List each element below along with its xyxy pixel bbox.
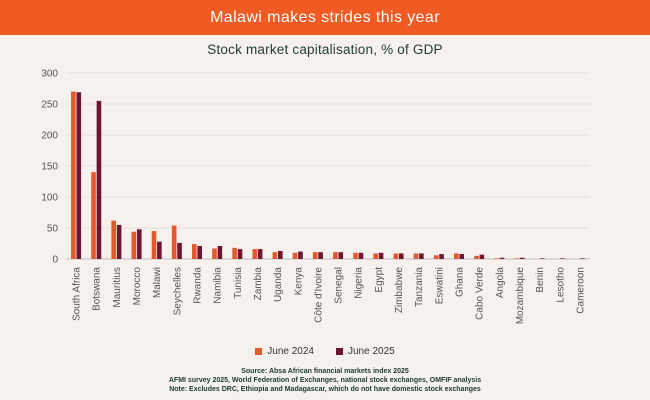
- bar-june-2024-seychelles: [171, 225, 177, 259]
- bar-june-2024-angola: [494, 258, 499, 259]
- bar-june-2024-zambia: [252, 249, 258, 259]
- x-tick-label-seychelles: Seychelles: [172, 267, 183, 315]
- bar-june-2024-tunisia: [232, 247, 237, 259]
- y-tick-label-200: 200: [41, 131, 58, 142]
- x-tick-label-kenya: Kenya: [293, 267, 304, 296]
- bar-june-2025-south-africa: [76, 92, 82, 259]
- bar-june-2025-zimbabwe: [398, 253, 404, 259]
- bar-june-2024-namibia: [212, 248, 217, 259]
- x-tick-label-zambia: Zambia: [253, 267, 264, 301]
- y-tick-label-300: 300: [41, 69, 58, 80]
- bar-june-2024-ghana: [454, 253, 459, 259]
- legend-item-june-2024: June 2024: [255, 346, 314, 357]
- x-tick-label-ghana: Ghana: [455, 267, 466, 297]
- bar-june-2025-malawi: [157, 241, 162, 259]
- bar-june-2024-cabo-verde: [474, 255, 479, 259]
- bar-june-2025-rwanda: [197, 245, 202, 259]
- x-tick-label-mauritius: Mauritius: [112, 267, 123, 308]
- bar-june-2025-morocco: [136, 229, 142, 259]
- bar-june-2024-malawi: [151, 231, 157, 259]
- legend-swatch-june-2025: [336, 348, 343, 355]
- bar-june-2025-botswana: [96, 100, 102, 260]
- y-tick-label-0: 0: [52, 255, 58, 266]
- bar-june-2024-morocco: [131, 231, 137, 259]
- bar-june-2025-cote-d-ivoire: [318, 252, 323, 259]
- chart-notes: Source: Absa African financial markets i…: [0, 367, 650, 394]
- bar-june-2024-mauritius: [111, 220, 116, 259]
- bar-june-2024-mozambique: [514, 258, 520, 259]
- bar-june-2025-angola: [499, 257, 505, 259]
- bar-june-2024-south-africa: [71, 91, 76, 259]
- bar-june-2024-uganda: [272, 252, 278, 259]
- y-tick-label-50: 50: [47, 224, 59, 235]
- bar-june-2025-mozambique: [519, 257, 525, 259]
- bar-june-2025-namibia: [217, 245, 223, 259]
- bar-june-2025-tunisia: [237, 249, 243, 259]
- x-tick-label-namibia: Namibia: [213, 267, 224, 304]
- y-tick-label-150: 150: [41, 162, 58, 173]
- bar-june-2024-nigeria: [353, 252, 358, 259]
- bar-june-2025-seychelles: [177, 242, 182, 259]
- x-tick-label-cote-d-ivoire: Côte d'Ivoire: [313, 267, 324, 323]
- legend-label-june-2024: June 2024: [267, 346, 314, 357]
- bar-june-2024-rwanda: [192, 244, 197, 259]
- bar-june-2025-cabo-verde: [479, 254, 485, 259]
- x-tick-label-zimbabwe: Zimbabwe: [394, 267, 405, 314]
- x-tick-label-rwanda: Rwanda: [193, 267, 204, 304]
- x-tick-label-tunisia: Tunisia: [233, 267, 244, 299]
- x-tick-label-morocco: Morocco: [132, 267, 143, 306]
- x-tick-label-lesotho: Lesotho: [555, 267, 566, 303]
- bar-june-2025-zambia: [257, 249, 263, 259]
- y-tick-label-250: 250: [41, 100, 58, 111]
- bar-june-2025-mauritius: [116, 224, 122, 259]
- bar-june-2025-eswatini: [439, 254, 444, 259]
- bar-june-2025-kenya: [298, 251, 303, 259]
- bar-june-2024-cote-d-ivoire: [312, 252, 318, 259]
- bar-june-2025-egypt: [378, 252, 384, 259]
- bar-june-2025-cameroon: [580, 258, 585, 259]
- note-line: Note: Excludes DRC, Ethiopia and Madagas…: [169, 386, 481, 393]
- bar-june-2025-tanzania: [419, 253, 424, 259]
- x-tick-label-senegal: Senegal: [334, 267, 345, 304]
- x-tick-label-south-africa: South Africa: [72, 267, 83, 321]
- x-tick-label-uganda: Uganda: [273, 267, 284, 302]
- legend-swatch-june-2024: [255, 348, 263, 355]
- x-tick-label-tanzania: Tanzania: [414, 267, 425, 307]
- bar-june-2025-senegal: [338, 252, 344, 259]
- x-tick-label-nigeria: Nigeria: [354, 267, 365, 299]
- x-tick-label-egypt: Egypt: [374, 267, 385, 293]
- x-tick-label-botswana: Botswana: [92, 267, 103, 311]
- bar-june-2024-kenya: [292, 252, 298, 259]
- y-tick-label-100: 100: [41, 193, 58, 204]
- chart-title: Stock market capitalisation, % of GDP: [207, 42, 443, 57]
- x-tick-label-cameroon: Cameroon: [575, 267, 586, 314]
- x-tick-label-benin: Benin: [535, 267, 546, 293]
- bar-june-2024-tanzania: [413, 253, 419, 259]
- bar-june-2024-egypt: [373, 253, 378, 259]
- banner-title: Malawi makes strides this year: [210, 8, 440, 26]
- bar-june-2025-uganda: [278, 250, 283, 259]
- bar-june-2025-ghana: [459, 254, 464, 259]
- chart-banner: Malawi makes strides this year: [0, 0, 650, 35]
- bar-june-2025-benin: [540, 258, 545, 259]
- legend-label-june-2025: June 2025: [348, 346, 395, 357]
- legend-item-june-2025: June 2025: [336, 346, 395, 357]
- chart-legend: June 2024 June 2025: [0, 346, 650, 357]
- x-tick-label-mozambique: Mozambique: [515, 267, 526, 325]
- x-tick-label-malawi: Malawi: [152, 267, 163, 298]
- x-tick-label-angola: Angola: [495, 267, 506, 299]
- bar-june-2025-lesotho: [560, 258, 565, 259]
- source-detail-line: AFMI survey 2025, World Federation of Ex…: [168, 377, 482, 384]
- x-tick-label-cabo-verde: Cabo Verde: [475, 267, 486, 320]
- bar-june-2024-senegal: [333, 252, 338, 259]
- x-tick-label-eswatini: Eswatini: [434, 267, 445, 304]
- bar-june-2024-eswatini: [433, 255, 439, 259]
- bar-june-2024-botswana: [91, 172, 96, 259]
- bar-june-2024-zimbabwe: [393, 253, 399, 259]
- bar-june-2025-nigeria: [358, 252, 364, 259]
- source-line: Source: Absa African financial markets i…: [241, 368, 409, 375]
